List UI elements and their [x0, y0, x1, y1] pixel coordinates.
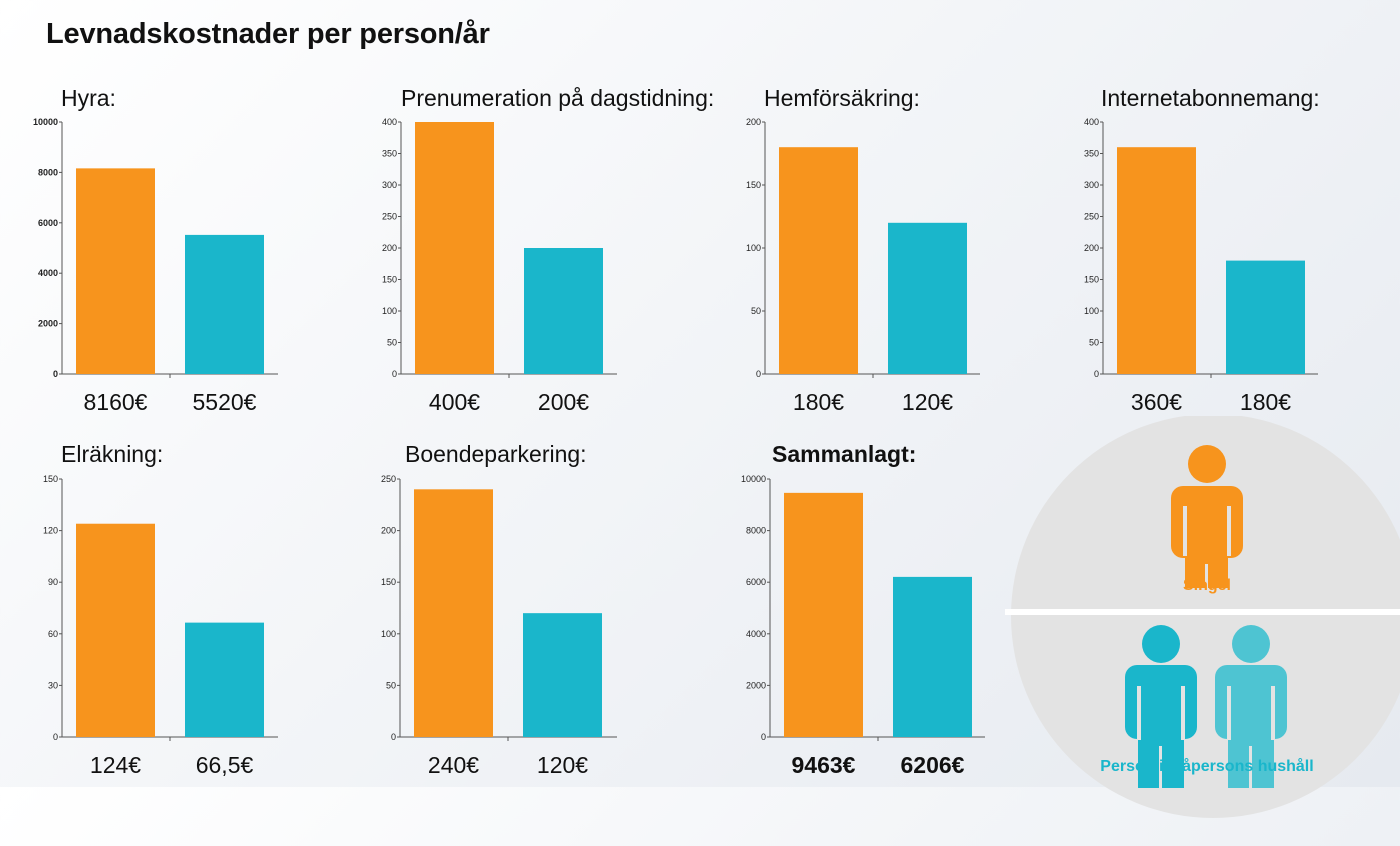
value-label: 180€ — [793, 389, 844, 415]
value-label: 400€ — [429, 389, 480, 415]
bar-tvapersons — [185, 622, 264, 737]
y-tick-label: 50 — [1089, 338, 1099, 348]
hushall-person-icon-1 — [1125, 625, 1197, 788]
bar-singel — [414, 489, 493, 737]
chart-title: Prenumeration på dagstidning: — [401, 85, 715, 111]
y-tick-label: 2000 — [746, 680, 766, 690]
chart-title: Hyra: — [61, 85, 116, 111]
bar-tvapersons — [888, 222, 967, 374]
value-label: 5520€ — [193, 389, 257, 415]
singel-person-icon — [1171, 445, 1243, 588]
bar-singel — [76, 168, 155, 374]
legend-graphic — [1005, 416, 1400, 818]
bar-tvapersons — [185, 234, 264, 374]
y-tick-label: 300 — [1084, 180, 1099, 190]
value-label: 124€ — [90, 752, 141, 778]
y-tick-label: 100 — [381, 629, 396, 639]
y-tick-label: 8000 — [38, 167, 58, 177]
y-tick-label: 100 — [1084, 306, 1099, 316]
value-label: 8160€ — [84, 389, 148, 415]
y-tick-label: 2000 — [38, 319, 58, 329]
bar-tvapersons — [893, 576, 972, 737]
y-tick-label: 400 — [1084, 117, 1099, 127]
chart-title: Boendeparkering: — [405, 441, 587, 467]
y-tick-label: 250 — [1084, 212, 1099, 222]
value-label: 200€ — [538, 389, 589, 415]
y-tick-label: 6000 — [746, 577, 766, 587]
y-tick-label: 30 — [48, 680, 58, 690]
hushall-person-icon-2 — [1215, 625, 1287, 788]
chart-title: Hemförsäkring: — [764, 85, 920, 111]
y-tick-label: 4000 — [38, 268, 58, 278]
y-tick-label: 200 — [746, 117, 761, 127]
legend-divider — [1005, 609, 1400, 615]
chart-title: Internetabonnemang: — [1101, 85, 1320, 111]
bar-tvapersons — [524, 248, 603, 374]
y-tick-label: 150 — [746, 180, 761, 190]
y-tick-label: 0 — [756, 369, 761, 379]
y-tick-label: 60 — [48, 629, 58, 639]
value-label: 9463€ — [792, 752, 856, 778]
bar-tvapersons — [523, 613, 602, 737]
y-tick-label: 10000 — [741, 474, 766, 484]
y-tick-label: 200 — [382, 243, 397, 253]
y-tick-label: 200 — [381, 526, 396, 536]
bar-singel — [1117, 147, 1196, 374]
value-label: 66,5€ — [196, 752, 254, 778]
value-label: 6206€ — [901, 752, 965, 778]
y-tick-label: 50 — [387, 338, 397, 348]
y-tick-label: 0 — [392, 369, 397, 379]
value-label: 120€ — [537, 752, 588, 778]
y-tick-label: 150 — [382, 275, 397, 285]
y-tick-label: 0 — [1094, 369, 1099, 379]
y-tick-label: 150 — [1084, 275, 1099, 285]
y-tick-label: 250 — [381, 474, 396, 484]
y-tick-label: 8000 — [746, 526, 766, 536]
y-tick-label: 0 — [391, 732, 396, 742]
y-tick-label: 400 — [382, 117, 397, 127]
legend-hushall-label: Person i tvåpersons hushåll — [1100, 758, 1314, 775]
bar-singel — [779, 147, 858, 374]
legend-singel-label: Singel — [1182, 577, 1232, 594]
value-label: 360€ — [1131, 389, 1182, 415]
y-tick-label: 100 — [382, 306, 397, 316]
page-title: Levnadskostnader per person/år — [46, 18, 490, 50]
value-label: 120€ — [902, 389, 953, 415]
y-tick-label: 100 — [746, 243, 761, 253]
legend: Singel Person i tvåpersons hushåll — [1005, 416, 1400, 846]
y-tick-label: 0 — [53, 369, 58, 379]
y-tick-label: 200 — [1084, 243, 1099, 253]
legend-circle — [1011, 416, 1400, 818]
value-label: 180€ — [1240, 389, 1291, 415]
y-tick-label: 4000 — [746, 629, 766, 639]
y-tick-label: 0 — [53, 732, 58, 742]
y-tick-label: 90 — [48, 577, 58, 587]
y-tick-label: 10000 — [33, 117, 58, 127]
y-tick-label: 120 — [43, 526, 58, 536]
y-tick-label: 350 — [382, 149, 397, 159]
chart-title: Elräkning: — [61, 441, 164, 467]
bar-singel — [784, 492, 863, 737]
bar-tvapersons — [1226, 260, 1305, 374]
y-tick-label: 50 — [751, 306, 761, 316]
y-tick-label: 50 — [386, 680, 396, 690]
y-tick-label: 0 — [761, 732, 766, 742]
y-tick-label: 350 — [1084, 149, 1099, 159]
value-label: 240€ — [428, 752, 479, 778]
y-tick-label: 250 — [382, 212, 397, 222]
y-tick-label: 150 — [43, 474, 58, 484]
y-tick-label: 6000 — [38, 218, 58, 228]
y-tick-label: 300 — [382, 180, 397, 190]
bar-singel — [76, 523, 155, 737]
chart-title: Sammanlagt: — [772, 441, 917, 467]
y-tick-label: 150 — [381, 577, 396, 587]
bar-singel — [415, 122, 494, 374]
